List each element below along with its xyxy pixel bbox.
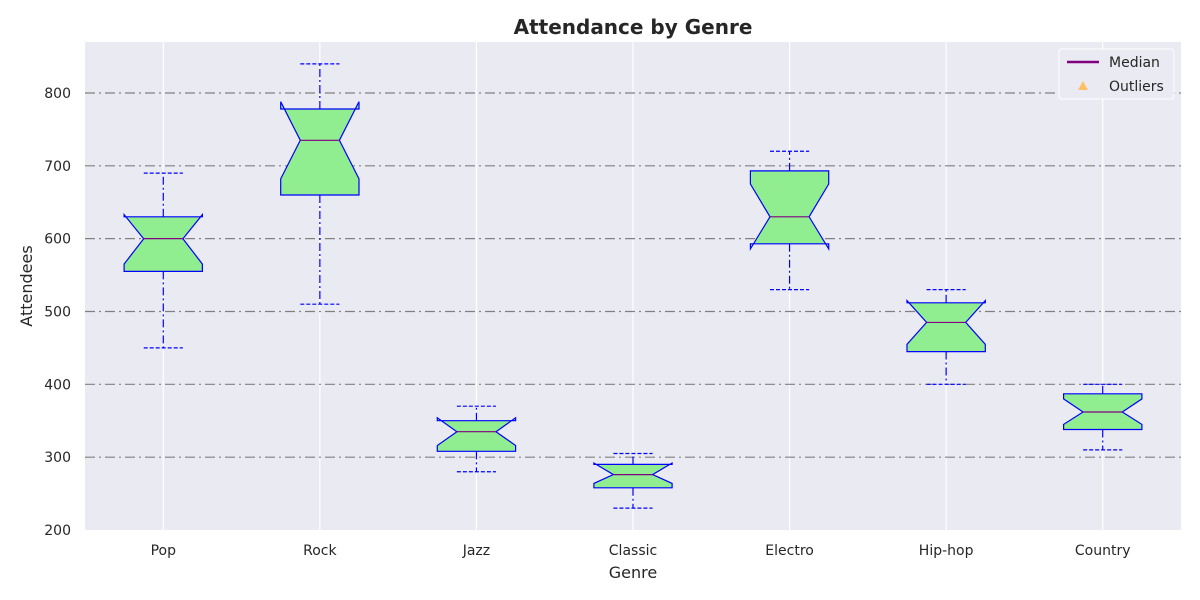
box-pop [123, 172, 203, 349]
x-tick-labels: Pop Rock Jazz Classic Electro Hip-hop Country [151, 543, 1131, 559]
y-tick-400: 400 [44, 377, 71, 393]
horizontal-gridlines [85, 92, 1181, 458]
box-series [123, 63, 1143, 509]
box-hip-hop [906, 289, 986, 385]
box-electro [749, 150, 830, 291]
box-body-pop [123, 212, 203, 272]
legend-outliers-label: Outliers [1109, 79, 1164, 95]
y-tick-300: 300 [44, 450, 71, 466]
box-body-jazz [436, 416, 517, 452]
box-body-rock [280, 101, 360, 196]
chart-title: Attendance by Genre [514, 15, 753, 39]
box-body-hip-hop [906, 299, 986, 353]
legend-median-label: Median [1109, 55, 1160, 71]
y-axis-label: Attendees [17, 245, 36, 326]
y-tick-200: 200 [44, 523, 71, 539]
x-tick-rock: Rock [303, 543, 337, 559]
y-tick-500: 500 [44, 304, 71, 320]
box-body-classic [593, 461, 673, 489]
legend-outliers-marker-icon [1078, 81, 1088, 90]
x-tick-country: Country [1075, 543, 1131, 559]
box-rock [280, 63, 360, 305]
y-tick-labels: 200 300 400 500 600 700 800 [44, 86, 71, 539]
x-tick-hip-hop: Hip-hop [919, 543, 974, 559]
box-jazz [436, 405, 517, 473]
x-tick-electro: Electro [765, 543, 814, 559]
x-tick-pop: Pop [151, 543, 177, 559]
legend: Median Outliers [1058, 48, 1175, 100]
box-country [1062, 383, 1143, 451]
box-body-electro [749, 170, 830, 252]
y-tick-600: 600 [44, 232, 71, 248]
x-tick-classic: Classic [609, 543, 657, 559]
y-tick-800: 800 [44, 86, 71, 102]
y-tick-700: 700 [44, 159, 71, 175]
box-classic [593, 452, 673, 509]
x-axis-label: Genre [609, 563, 657, 582]
x-tick-jazz: Jazz [462, 543, 490, 559]
